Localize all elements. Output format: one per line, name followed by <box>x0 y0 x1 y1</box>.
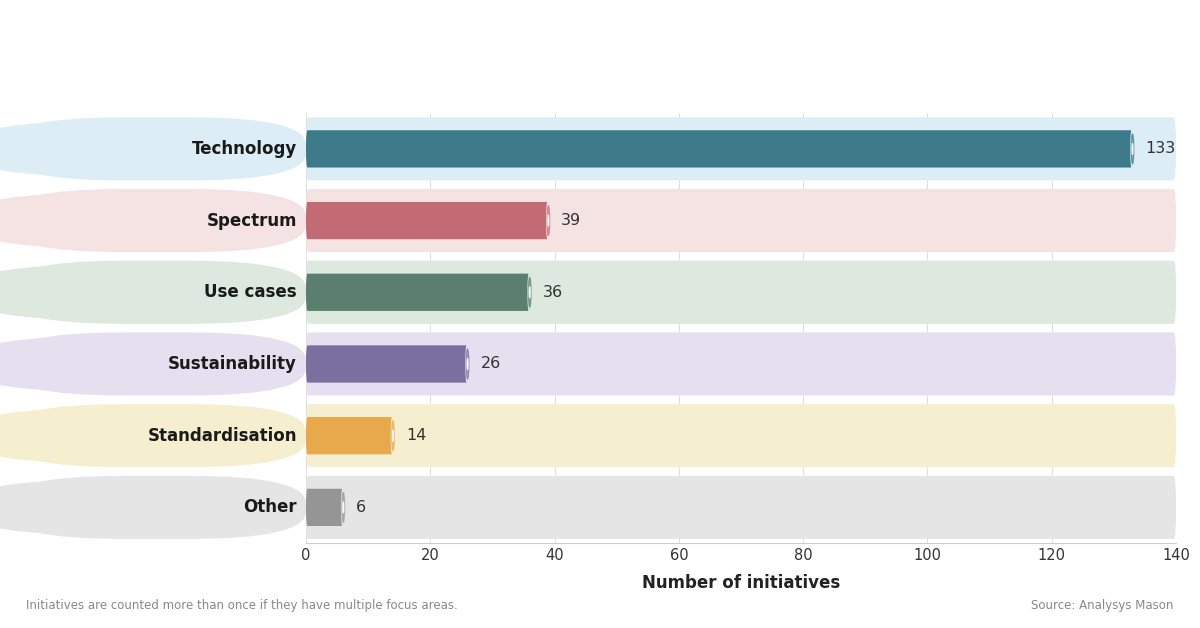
Text: Source: Analysys Mason: Source: Analysys Mason <box>1031 599 1174 612</box>
Text: 14: 14 <box>406 428 426 443</box>
Circle shape <box>467 349 469 379</box>
Circle shape <box>1132 134 1134 164</box>
Circle shape <box>1010 40 1090 47</box>
Text: Other: Other <box>244 499 296 516</box>
Text: 133: 133 <box>1145 141 1176 156</box>
Circle shape <box>547 201 550 240</box>
FancyBboxPatch shape <box>306 404 1176 467</box>
Text: 6: 6 <box>356 500 366 515</box>
Circle shape <box>528 278 532 307</box>
FancyBboxPatch shape <box>6 476 306 539</box>
Circle shape <box>547 206 550 236</box>
Text: Initiatives are counted more than once if they have multiple focus areas.: Initiatives are counted more than once i… <box>26 599 458 612</box>
Text: analysys: analysys <box>1092 30 1164 45</box>
Text: 6G research and development initiatives by project type: 6G research and development initiatives … <box>26 38 935 66</box>
Circle shape <box>1130 129 1134 168</box>
Circle shape <box>971 55 1081 65</box>
Circle shape <box>391 421 395 450</box>
Circle shape <box>995 19 1074 26</box>
FancyBboxPatch shape <box>306 130 1133 168</box>
FancyBboxPatch shape <box>6 117 306 180</box>
Text: Standardisation: Standardisation <box>148 426 296 445</box>
Text: Use cases: Use cases <box>204 283 296 301</box>
FancyBboxPatch shape <box>306 417 394 454</box>
X-axis label: Number of initiatives: Number of initiatives <box>642 574 840 592</box>
Text: 26: 26 <box>480 357 500 372</box>
Circle shape <box>978 38 1057 45</box>
FancyBboxPatch shape <box>306 489 343 526</box>
FancyBboxPatch shape <box>306 332 1176 396</box>
Circle shape <box>0 482 178 533</box>
FancyBboxPatch shape <box>306 345 468 382</box>
Circle shape <box>342 492 344 522</box>
Circle shape <box>391 416 395 455</box>
Circle shape <box>1013 9 1092 16</box>
Circle shape <box>995 59 1074 65</box>
FancyBboxPatch shape <box>6 332 306 396</box>
Circle shape <box>0 195 178 246</box>
Text: 36: 36 <box>542 284 563 300</box>
Text: mason: mason <box>1092 61 1146 76</box>
Circle shape <box>0 410 178 462</box>
Text: Technology: Technology <box>192 140 296 158</box>
Circle shape <box>1032 53 1111 60</box>
Text: 39: 39 <box>562 213 581 228</box>
FancyBboxPatch shape <box>6 189 306 252</box>
FancyBboxPatch shape <box>306 117 1176 180</box>
FancyBboxPatch shape <box>6 261 306 324</box>
Circle shape <box>1034 26 1114 33</box>
FancyBboxPatch shape <box>306 476 1176 539</box>
Text: Spectrum: Spectrum <box>206 212 296 230</box>
FancyBboxPatch shape <box>306 189 1176 252</box>
Circle shape <box>528 273 532 312</box>
Text: Sustainability: Sustainability <box>168 355 296 373</box>
Circle shape <box>466 344 469 384</box>
Circle shape <box>342 488 344 527</box>
Circle shape <box>0 338 178 390</box>
Circle shape <box>964 21 1043 28</box>
FancyBboxPatch shape <box>306 202 548 239</box>
FancyBboxPatch shape <box>306 274 529 311</box>
FancyBboxPatch shape <box>306 261 1176 324</box>
Circle shape <box>0 266 178 318</box>
FancyBboxPatch shape <box>6 404 306 467</box>
Circle shape <box>0 123 178 175</box>
